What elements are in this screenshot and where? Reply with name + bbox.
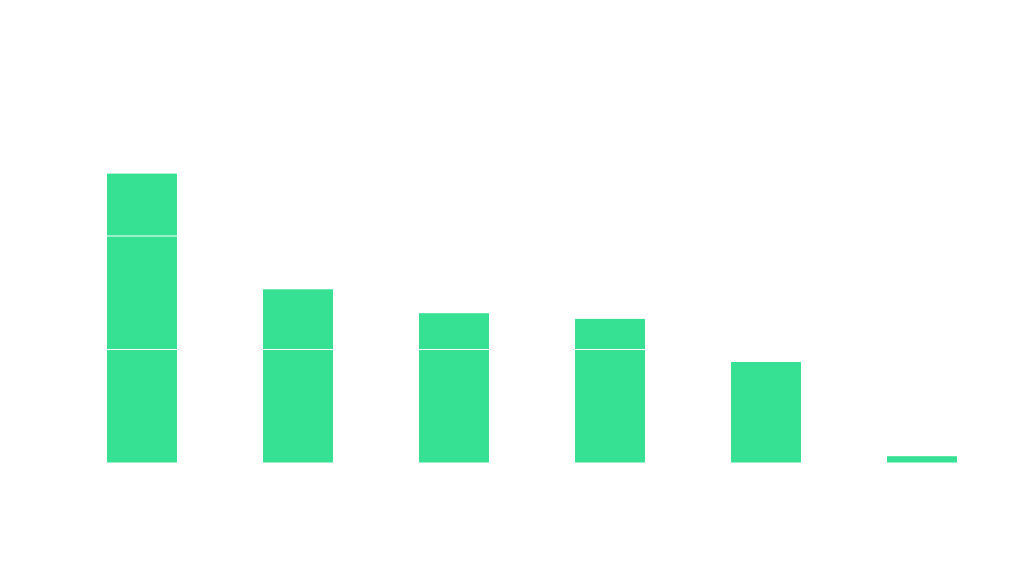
bar-6 xyxy=(887,456,957,463)
bar-4 xyxy=(575,318,645,463)
gridlines-group xyxy=(64,235,1000,464)
bars-group xyxy=(107,173,957,463)
bar-5 xyxy=(731,362,801,463)
bar-1 xyxy=(107,173,177,463)
bar-2 xyxy=(263,289,333,463)
bar-3 xyxy=(419,313,489,463)
